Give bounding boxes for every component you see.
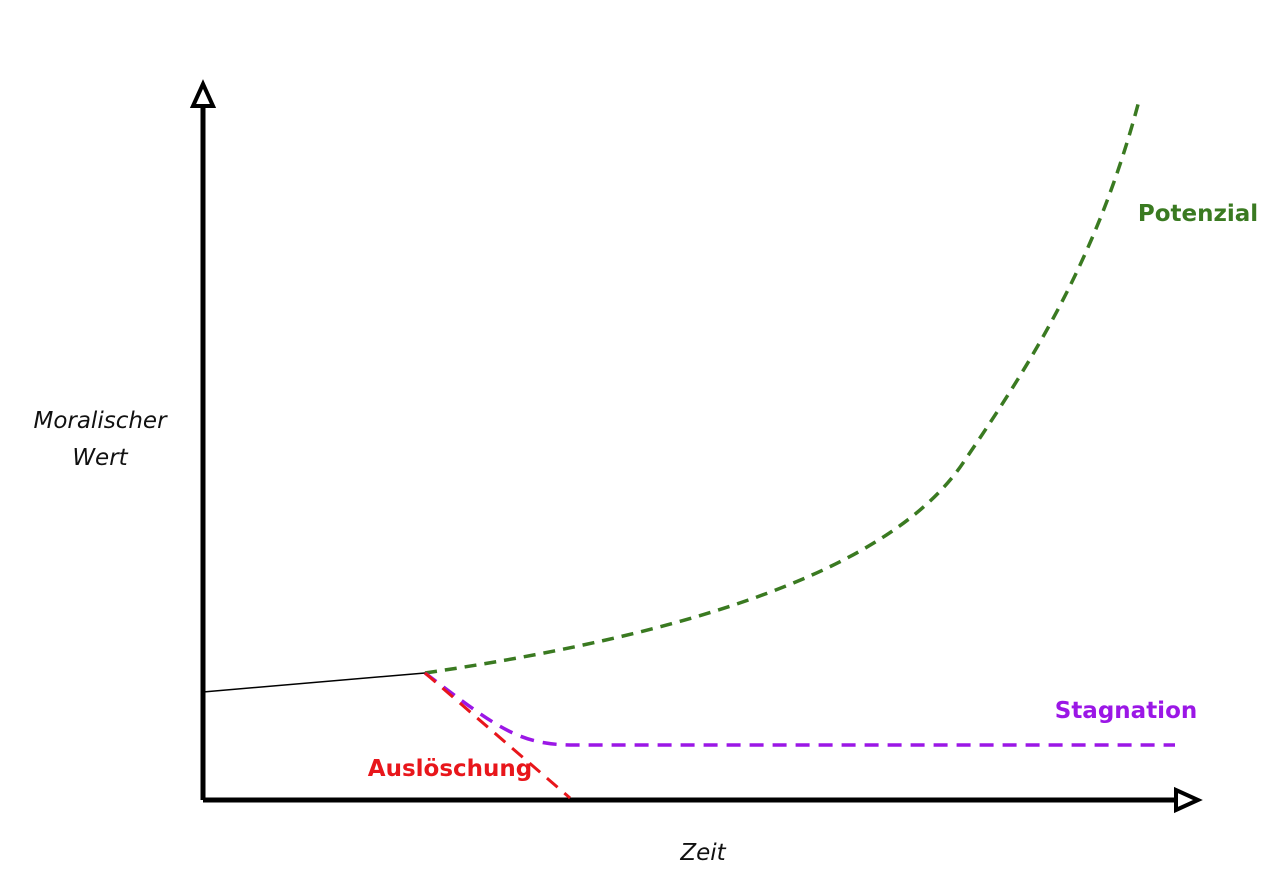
stagnation-curve [423, 671, 1175, 747]
curve-label: Stagnation [1055, 698, 1198, 724]
y-axis-label: Moralischer [33, 408, 168, 434]
y-axis-arrow [189, 79, 217, 108]
curve-label: Potenzial [1138, 201, 1258, 227]
x-axis-label: Zeit [679, 840, 726, 866]
extinction-curve [424, 671, 571, 800]
history-line [202, 672, 426, 693]
x-axis-arrow [1174, 786, 1203, 814]
y-axis-label: Wert [72, 445, 128, 471]
curve-label: Auslöschung [368, 756, 532, 782]
potential-curve [424, 96, 1142, 675]
